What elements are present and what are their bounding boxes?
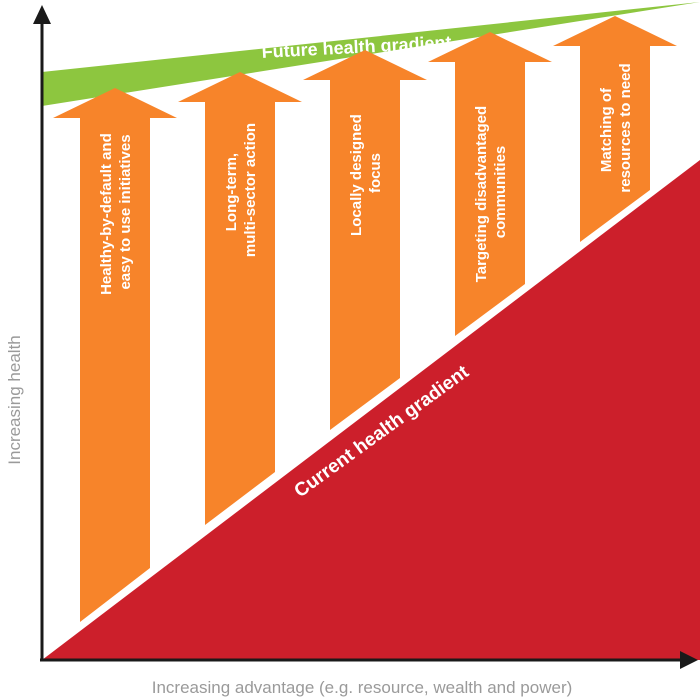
arrow-shape xyxy=(53,88,177,622)
arrow-label-line: communities xyxy=(492,146,509,239)
arrow-label-line: Matching of xyxy=(598,87,615,172)
arrow-shape xyxy=(553,16,677,242)
arrow-label-line: Targeting disadvantaged xyxy=(473,106,490,282)
arrow-label: Targeting disadvantaged communities xyxy=(473,102,509,283)
upward-arrow-matching-resources: Matching of resources to need xyxy=(553,16,677,242)
arrow-label: Healthy-by-default and easy to use initi… xyxy=(98,129,134,295)
arrow-label-line: Locally designed xyxy=(348,114,365,236)
current-health-gradient-band xyxy=(42,160,700,660)
x-axis-arrowhead xyxy=(680,651,698,669)
y-axis-arrowhead xyxy=(33,5,51,24)
arrow-label: Long-term, multi-sector action xyxy=(223,123,259,257)
arrow-label-line: easy to use initiatives xyxy=(117,134,134,289)
upward-arrow-targeting-disadvantaged: Targeting disadvantaged communities xyxy=(428,32,552,336)
arrow-label-line: resources to need xyxy=(617,63,634,192)
arrow-label-line: multi-sector action xyxy=(242,123,259,257)
arrow-label: Matching of resources to need xyxy=(598,63,634,192)
y-axis-label: Increasing health xyxy=(5,335,24,464)
upward-arrow-locally-designed-focus: Locally designed focus xyxy=(303,50,427,430)
arrow-shape xyxy=(178,72,302,525)
arrow-label-line: Long-term, xyxy=(223,153,240,231)
arrow-shape xyxy=(303,50,427,430)
arrow-shape xyxy=(428,32,552,336)
arrow-label-line: focus xyxy=(367,153,384,193)
x-axis-label: Increasing advantage (e.g. resource, wea… xyxy=(152,678,573,697)
arrow-label: Locally designed focus xyxy=(348,110,384,236)
upward-arrow-healthy-by-default: Healthy-by-default and easy to use initi… xyxy=(53,88,177,622)
upward-arrow-long-term-action: Long-term, multi-sector action xyxy=(178,72,302,525)
arrow-label-line: Healthy-by-default and xyxy=(98,133,115,295)
